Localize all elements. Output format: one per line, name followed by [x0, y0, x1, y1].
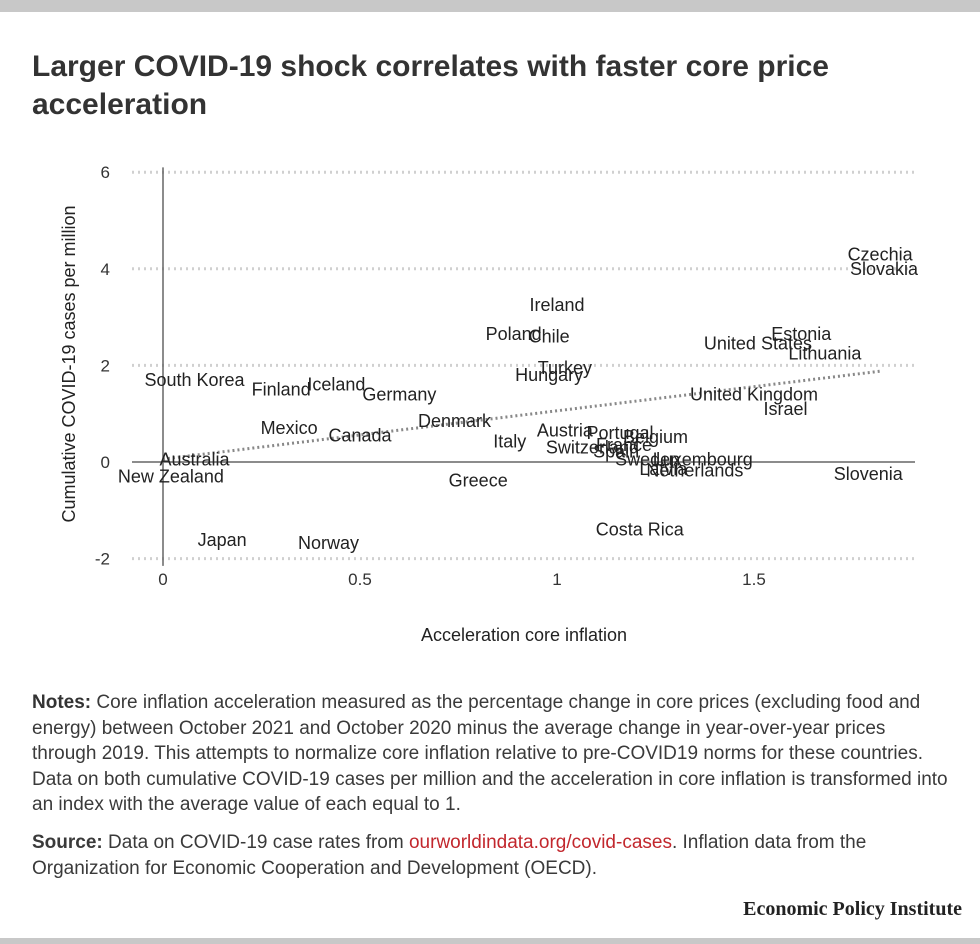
x-tick-label: 1.5 [742, 570, 766, 589]
point-label-switzerland: Switzerland [546, 438, 639, 458]
point-label-hungary: Hungary [515, 365, 583, 385]
axes [132, 167, 915, 566]
point-label-denmark: Denmark [418, 411, 492, 431]
point-label-france: France [596, 435, 652, 455]
y-tick-label: -2 [95, 550, 110, 569]
point-label-lithuania: Lithuania [788, 343, 862, 363]
top-border [0, 0, 980, 12]
point-label-italy: Italy [493, 432, 526, 452]
point-label-japan: Japan [198, 530, 247, 550]
point-label-australia: Australia [160, 450, 231, 470]
chart-title: Larger COVID-19 shock correlates with fa… [32, 50, 829, 121]
point-label-canada: Canada [328, 425, 392, 445]
point-label-united-states: United States [704, 334, 812, 354]
point-label-austria: Austria [537, 421, 594, 441]
trend-line-group [162, 369, 881, 461]
notes-label: Notes: [32, 692, 92, 713]
point-label-chile: Chile [529, 326, 570, 346]
point-label-new-zealand: New Zealand [118, 466, 224, 486]
notes: Notes: Core inflation acceleration measu… [32, 690, 952, 818]
y-axis-label: Cumulative COVID-19 cases per million [59, 205, 79, 522]
point-label-netherlands: Netherlands [646, 461, 743, 481]
point-label-luxembourg: Luxembourg [653, 450, 753, 470]
point-label-iceland: Iceland [307, 375, 365, 395]
point-label-south-korea: South Korea [144, 370, 245, 390]
tick-labels: -2 0 2 4 6 0 0.5 1 1.5 [95, 163, 766, 589]
x-tick-label: 0 [158, 570, 167, 589]
point-label-israel: Israel [764, 399, 808, 419]
grid-lines [132, 170, 915, 561]
point-label-czechia: Czechia [848, 244, 914, 264]
point-label-portugal: Portugal [587, 423, 654, 443]
source-text-before: Data on COVID-19 case rates from [108, 832, 404, 853]
point-label-united-kingdom: United Kingdom [690, 384, 818, 404]
point-label-norway: Norway [298, 533, 359, 553]
point-label-slovakia: Slovakia [850, 259, 919, 279]
point-label-mexico: Mexico [261, 418, 318, 438]
point-label-costa-rica: Costa Rica [596, 520, 685, 540]
point-label-sweden: Sweden [615, 450, 680, 470]
x-axis-label: Acceleration core inflation [421, 625, 627, 645]
bottom-border [0, 938, 980, 944]
source: Source: Data on COVID-19 case rates from… [32, 830, 952, 881]
y-tick-label: 6 [101, 163, 110, 182]
point-label-poland: Poland [486, 324, 542, 344]
y-tick-label: 2 [101, 356, 110, 375]
point-label-belgium: Belgium [623, 427, 688, 447]
point-label-spain: Spain [593, 441, 639, 461]
point-label-turkey: Turkey [538, 358, 592, 378]
point-label-germany: Germany [362, 384, 436, 404]
brand-logo: Economic Policy Institute [743, 898, 962, 920]
y-tick-label: 0 [101, 453, 110, 472]
point-label-finland: Finland [252, 380, 311, 400]
y-tick-label: 4 [101, 260, 110, 279]
x-tick-label: 1 [552, 570, 561, 589]
point-label-slovenia: Slovenia [834, 464, 904, 484]
point-label-greece: Greece [449, 470, 508, 490]
source-label: Source: [32, 832, 103, 853]
notes-text: Core inflation acceleration measured as … [32, 692, 948, 815]
x-tick-label: 0.5 [348, 570, 372, 589]
source-link[interactable]: ourworldindata.org/covid-cases [408, 832, 672, 853]
point-label-ireland: Ireland [529, 295, 584, 315]
point-label-latvia: Latvia [639, 459, 688, 479]
point-label-estonia: Estonia [771, 324, 832, 344]
source-text-after: . Inflation data from the Organization f… [32, 832, 867, 879]
trend-line [162, 369, 881, 461]
